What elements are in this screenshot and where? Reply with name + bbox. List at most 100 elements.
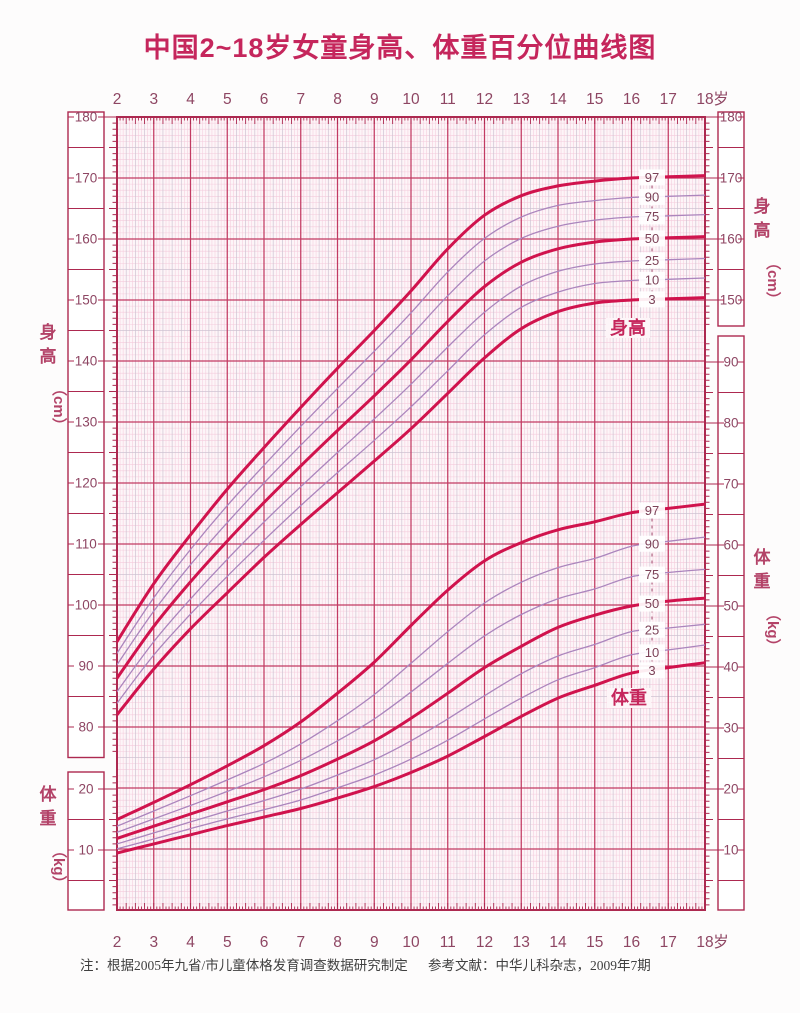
right-weight-ruler: 90 80 70 60 50 40 30 20 10 xyxy=(705,335,745,911)
svg-text:12: 12 xyxy=(476,934,493,951)
svg-text:10: 10 xyxy=(645,272,659,287)
left-weight-ruler-ticks xyxy=(68,776,117,906)
weight-percentile-labels-bg xyxy=(639,662,665,679)
svg-text:18: 18 xyxy=(696,934,713,951)
svg-text:30: 30 xyxy=(723,721,738,736)
svg-text:岁: 岁 xyxy=(713,90,729,108)
svg-text:身: 身 xyxy=(754,196,771,216)
height-percentile-labels-bg xyxy=(639,252,665,269)
right-weight-ruler-box xyxy=(717,335,745,911)
svg-text:90: 90 xyxy=(645,536,659,551)
svg-text:10: 10 xyxy=(402,934,420,951)
edge-ticks xyxy=(119,117,703,910)
svg-text:9: 9 xyxy=(370,91,379,108)
height-percentile-labels-bg xyxy=(639,230,665,247)
svg-text:150: 150 xyxy=(720,293,743,308)
weight-percentile-labels-bg xyxy=(639,566,665,583)
svg-text:9: 9 xyxy=(370,934,379,951)
svg-text:60: 60 xyxy=(723,538,738,553)
svg-text:10: 10 xyxy=(402,91,420,108)
weight-curves-label-bg xyxy=(607,688,651,708)
height-percentile-curves-P25 xyxy=(117,257,705,693)
svg-text:体: 体 xyxy=(40,784,58,804)
left-height-ruler: 180 170 160 150 140 130 120 110 100 90 80 xyxy=(67,110,117,759)
height-percentile-curves-P3 xyxy=(117,296,705,717)
weight-percentile-curves-P25 xyxy=(117,623,705,845)
height-percentile-labels-bg xyxy=(639,169,665,186)
height-percentile-curves-P90 xyxy=(117,194,705,654)
svg-text:3: 3 xyxy=(149,91,158,108)
svg-text:12: 12 xyxy=(476,91,493,108)
right-height-axis-title: 身高 （cm） xyxy=(754,196,783,307)
weight-percentile-curves xyxy=(117,502,705,855)
weight-percentile-curves-P3 xyxy=(117,661,705,855)
svg-text:8: 8 xyxy=(333,91,342,108)
svg-text:25: 25 xyxy=(645,622,659,637)
weight-curves-label: 体重 xyxy=(607,687,651,708)
height-percentile-curves-P10 xyxy=(117,277,705,704)
svg-text:5: 5 xyxy=(223,91,232,108)
svg-text:体重: 体重 xyxy=(611,687,647,708)
svg-text:16: 16 xyxy=(623,934,640,951)
chart-title: 中国2~18岁女童身高、体重百分位曲线图 xyxy=(143,33,657,63)
svg-text:180: 180 xyxy=(720,110,743,125)
svg-text:50: 50 xyxy=(645,231,659,246)
svg-text:100: 100 xyxy=(75,598,98,613)
weight-percentile-labels-bg xyxy=(639,621,665,638)
svg-text:160: 160 xyxy=(75,232,98,247)
svg-text:重: 重 xyxy=(754,571,771,591)
svg-text:4: 4 xyxy=(186,934,195,951)
height-percentile-labels-bg xyxy=(639,291,665,308)
right-height-ruler: 180 170 160 150 xyxy=(705,110,745,327)
svg-text:6: 6 xyxy=(260,934,269,951)
svg-text:11: 11 xyxy=(440,934,456,951)
svg-text:50: 50 xyxy=(645,596,659,611)
footnote-source: 注：根据2005年九省/市儿童体格发育调查数据研究制定 xyxy=(80,958,408,973)
svg-text:4: 4 xyxy=(186,91,195,108)
svg-text:80: 80 xyxy=(723,416,738,431)
svg-text:高: 高 xyxy=(754,220,771,240)
weight-percentile-curves-P97 xyxy=(117,502,705,821)
height-percentile-curves xyxy=(117,174,705,717)
svg-text:170: 170 xyxy=(720,171,743,186)
svg-text:7: 7 xyxy=(296,934,305,951)
svg-text:18: 18 xyxy=(696,91,713,108)
svg-text:97: 97 xyxy=(645,503,659,518)
svg-text:75: 75 xyxy=(645,567,659,582)
svg-text:高: 高 xyxy=(40,346,57,366)
svg-text:8: 8 xyxy=(333,934,342,951)
left-height-ruler-box xyxy=(67,111,105,759)
svg-text:重: 重 xyxy=(40,808,57,828)
svg-text:10: 10 xyxy=(78,843,93,858)
svg-text:80: 80 xyxy=(78,720,93,735)
svg-text:90: 90 xyxy=(723,355,738,370)
right-weight-ruler-ticks xyxy=(705,343,744,906)
svg-text:50: 50 xyxy=(723,599,738,614)
svg-text:（kg）: （kg） xyxy=(50,843,68,891)
svg-text:120: 120 xyxy=(75,476,98,491)
svg-text:5: 5 xyxy=(223,934,232,951)
svg-text:14: 14 xyxy=(549,934,567,951)
svg-text:（cm）: （cm） xyxy=(50,381,68,433)
height-percentile-labels-bg xyxy=(639,271,665,288)
svg-text:17: 17 xyxy=(660,91,677,108)
svg-text:身: 身 xyxy=(40,322,57,342)
svg-text:25: 25 xyxy=(645,253,659,268)
left-height-axis-title: 身高 （cm） xyxy=(40,322,69,433)
height-percentile-curves-P97 xyxy=(117,174,705,644)
svg-text:20: 20 xyxy=(723,782,738,797)
svg-text:170: 170 xyxy=(75,171,98,186)
height-percentile-curves-P50 xyxy=(117,235,705,680)
svg-text:（cm）: （cm） xyxy=(764,255,782,307)
svg-text:11: 11 xyxy=(440,91,456,108)
weight-percentile-labels-bg xyxy=(639,644,665,661)
weight-percentile-labels-bg xyxy=(639,535,665,552)
age-axis-labels: 2 2 3 3 4 4 5 5 6 6 7 7 8 8 9 9 10 10 11 11 12 12 13 13 14 14 15 15… xyxy=(113,90,729,951)
svg-text:13: 13 xyxy=(513,934,530,951)
height-percentile-labels: 97 90 75 50 25 10 3 xyxy=(639,169,665,308)
svg-text:15: 15 xyxy=(586,934,603,951)
left-weight-ruler-dividers xyxy=(68,818,104,882)
svg-text:7: 7 xyxy=(296,91,305,108)
